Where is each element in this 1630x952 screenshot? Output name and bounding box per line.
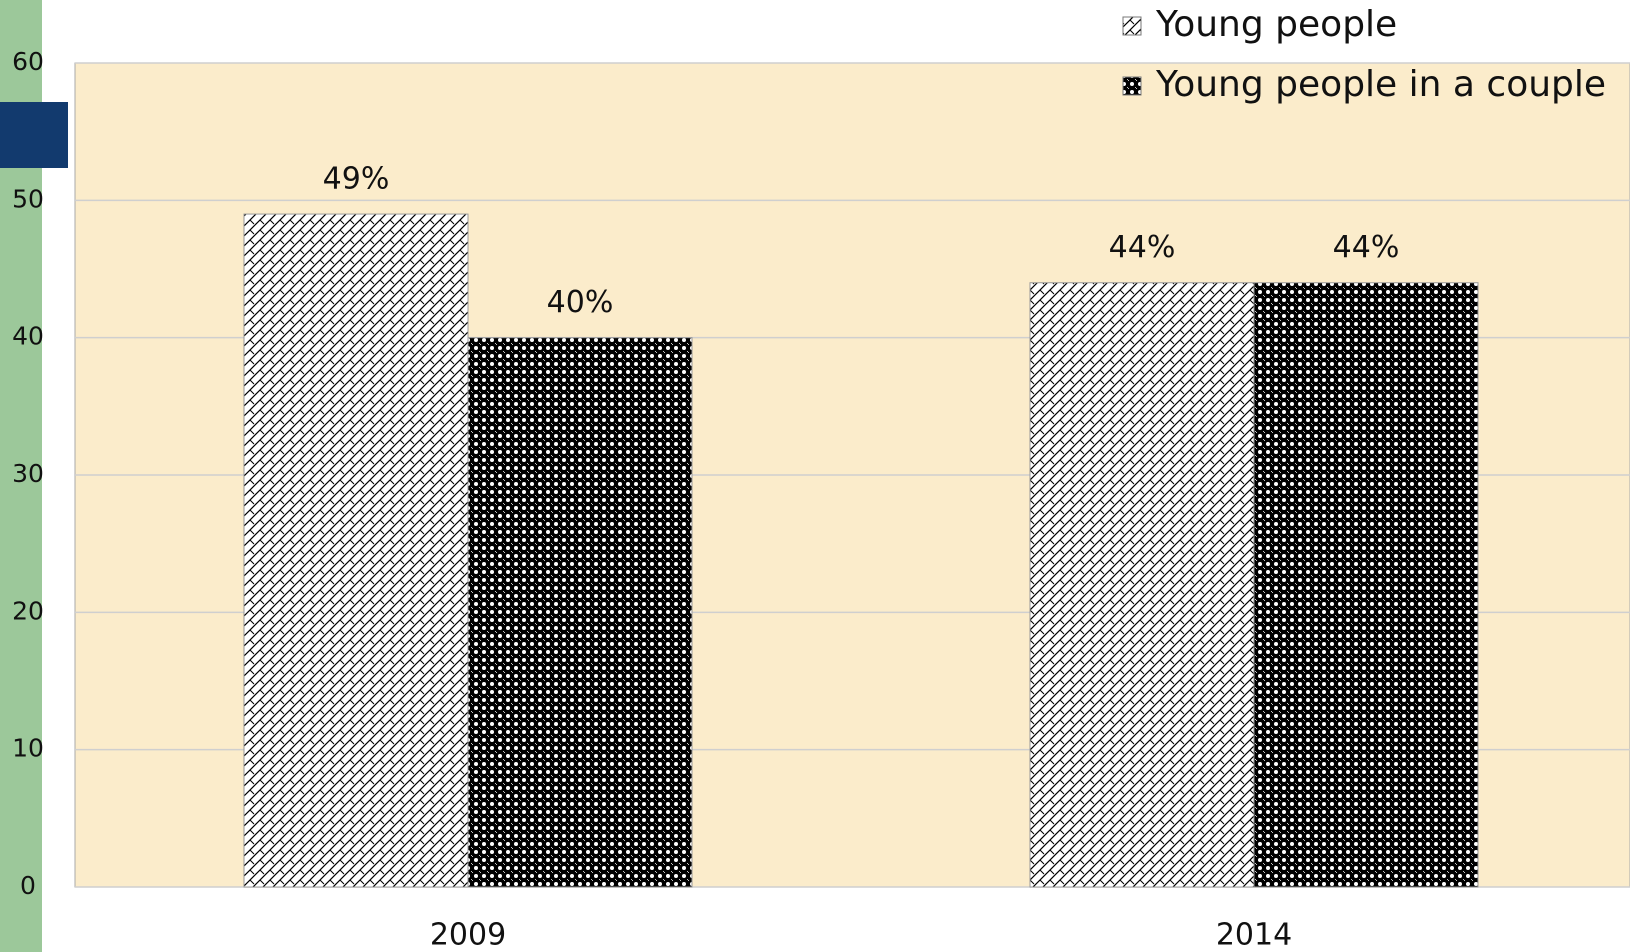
accent-block: [0, 102, 68, 168]
y-tick-label: 50: [12, 184, 44, 213]
bar: [1029, 282, 1255, 888]
value-label: 40%: [547, 285, 614, 320]
bar: [243, 213, 469, 888]
y-tick-label: 30: [12, 459, 44, 488]
y-tick-label: 20: [12, 596, 44, 625]
y-tick-label: 40: [12, 322, 44, 351]
x-tick-label: 2014: [1216, 918, 1292, 952]
legend-label: Young people in a couple: [1155, 64, 1606, 105]
y-tick-label: 0: [20, 871, 36, 900]
legend-swatch: [1122, 76, 1142, 96]
value-label: 44%: [1109, 230, 1176, 265]
y-tick-label: 10: [12, 734, 44, 763]
value-label: 44%: [1333, 230, 1400, 265]
x-tick-label: 2009: [430, 918, 506, 952]
bar: [467, 337, 693, 888]
value-label: 49%: [323, 162, 390, 197]
legend-swatch: [1122, 16, 1142, 36]
y-tick-label: 60: [12, 47, 44, 76]
bar: [1253, 282, 1479, 888]
legend-label: Young people: [1155, 4, 1397, 45]
